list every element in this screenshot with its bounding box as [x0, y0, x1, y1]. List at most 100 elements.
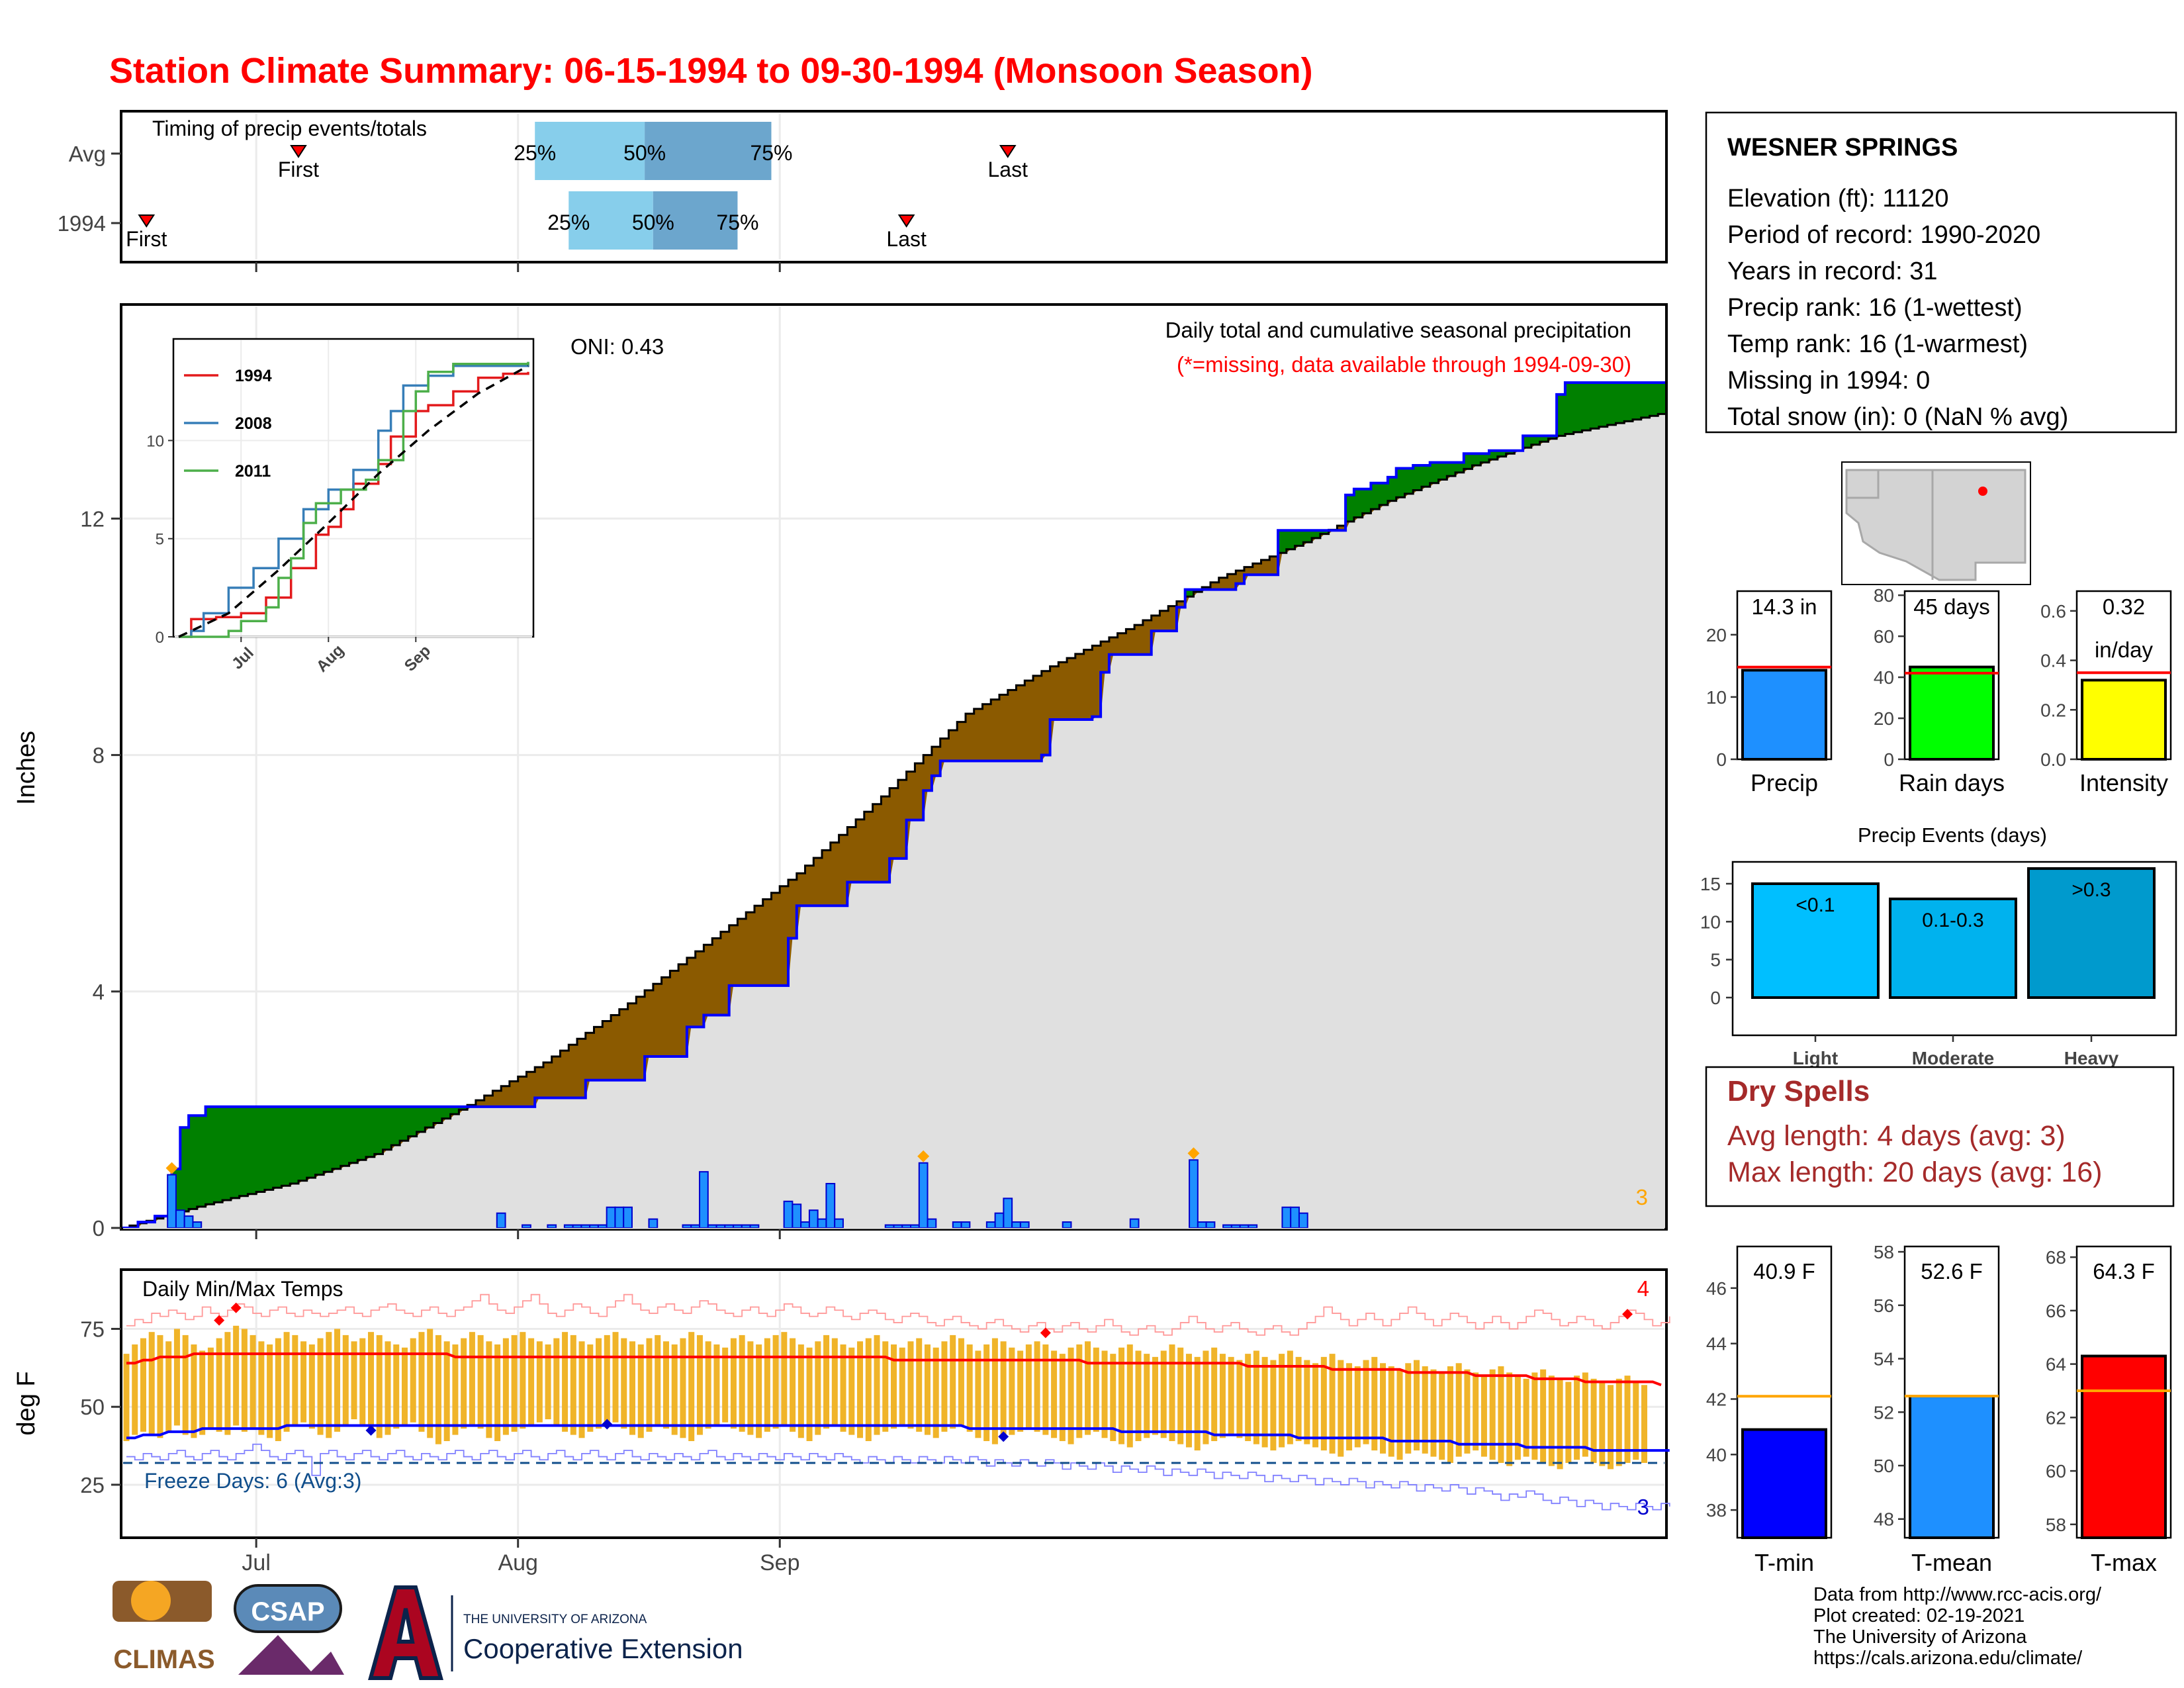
temp-daily-range-bar — [1000, 1341, 1007, 1438]
temp-daily-range-bar — [1633, 1382, 1639, 1460]
temp-daily-range-bar — [924, 1344, 931, 1435]
timing-last-marker — [999, 145, 1017, 158]
precip-daily-bar — [563, 1224, 574, 1228]
ua-block-a — [368, 1585, 443, 1680]
temp-daily-range-bar — [578, 1341, 585, 1438]
timing-last-label: Last — [886, 227, 927, 251]
temp-daily-range-bar — [1219, 1354, 1226, 1438]
temp-daily-range-bar — [1245, 1354, 1251, 1442]
temp-daily-range-bar — [975, 1350, 981, 1438]
tmax-y-tick-label: 64 — [2046, 1354, 2066, 1375]
temp-daily-range-bar — [1059, 1354, 1066, 1442]
temp-y-label: deg F — [13, 1371, 40, 1435]
station-info-line: Years in record: 31 — [1727, 258, 1938, 285]
temp-daily-range-bar — [1455, 1363, 1462, 1457]
temp-daily-range-bar — [1405, 1363, 1412, 1454]
record-high-marker — [1622, 1309, 1633, 1320]
temp-daily-range-bar — [790, 1338, 796, 1432]
temp-daily-range-bar — [655, 1335, 661, 1426]
temp-daily-range-bar — [907, 1341, 914, 1429]
tmean-y-tick-label: 52 — [1874, 1402, 1894, 1423]
intensity-value-unit: in/day — [2095, 637, 2154, 662]
temp-daily-range-bar — [461, 1338, 467, 1429]
station-info-line: Precip rank: 16 (1-wettest) — [1727, 294, 2023, 322]
temp-daily-range-bar — [688, 1332, 695, 1442]
temp-daily-range-bar — [1253, 1350, 1259, 1444]
precip-average-line — [122, 412, 1665, 1228]
temp-daily-range-bar — [207, 1347, 214, 1429]
footer-line: The University of Arizona — [1813, 1626, 2027, 1648]
temp-daily-range-bar — [1608, 1385, 1614, 1470]
temp-daily-range-bar — [452, 1344, 459, 1435]
temp-daily-range-bar — [486, 1341, 492, 1438]
precip-daily-bar — [1019, 1221, 1030, 1228]
timing-q25-label: 25% — [514, 141, 556, 165]
record-high-marker — [230, 1302, 242, 1313]
temp-daily-range-bar — [1169, 1344, 1175, 1442]
temp-daily-range-bar — [1354, 1366, 1361, 1448]
inset-legend-label: 2011 — [235, 462, 271, 481]
dry-spells-max-length: Max length: 20 days (avg: 16) — [1727, 1156, 2102, 1188]
temp-daily-range-bar — [696, 1335, 703, 1435]
temp-daily-range-bar — [713, 1344, 720, 1426]
temp-daily-range-bar — [536, 1341, 543, 1423]
temp-daily-range-bar — [840, 1344, 846, 1432]
rain_days-y-tick-label: 0 — [1884, 749, 1894, 770]
month-tick-label: Jul — [242, 1550, 270, 1575]
temp-daily-range-bar — [646, 1338, 653, 1432]
temp-daily-range-bar — [1380, 1363, 1387, 1454]
temp-daily-range-bar — [123, 1354, 130, 1442]
temp-daily-range-bar — [823, 1335, 830, 1429]
temp-daily-range-bar — [283, 1332, 290, 1432]
precip-daily-bar — [1239, 1224, 1250, 1228]
temp-daily-range-bar — [797, 1344, 804, 1438]
precip-daily-bar — [699, 1171, 709, 1228]
precip-daily-bar — [918, 1162, 929, 1228]
events-y-tick-label: 0 — [1710, 988, 1721, 1008]
temp-daily-range-bar — [815, 1341, 821, 1435]
tmean-y-tick-label: 58 — [1874, 1242, 1894, 1262]
precip-subtitle: Daily total and cumulative seasonal prec… — [1165, 318, 1631, 342]
temp-daily-range-bar — [182, 1335, 189, 1435]
temp-daily-range-bar — [604, 1335, 610, 1426]
inset-y-tick-label: 5 — [156, 531, 164, 549]
temp-daily-range-bar — [562, 1332, 569, 1432]
precip-daily-bar — [952, 1221, 962, 1228]
record-low-marker — [365, 1425, 377, 1436]
precip-daily-bar — [960, 1221, 971, 1228]
temp-daily-range-bar — [250, 1335, 256, 1429]
temp-daily-range-bar — [308, 1344, 315, 1429]
temp-daily-range-bar — [520, 1332, 526, 1429]
temp-daily-range-bar — [553, 1338, 560, 1426]
precip-daily-bar — [825, 1183, 836, 1228]
precip-plot-area — [122, 381, 1665, 1228]
precip-daily-bar — [589, 1224, 599, 1228]
tmin-y-tick-label: 42 — [1706, 1389, 1727, 1409]
timing-first-marker — [290, 145, 307, 158]
tmean-y-tick-label: 54 — [1874, 1349, 1894, 1370]
temp-daily-range-bar — [410, 1338, 416, 1423]
inset-y-tick-label: 10 — [146, 432, 164, 450]
precip-overlap-fill — [122, 414, 1665, 1228]
precip-daily-bar — [1248, 1224, 1258, 1228]
temp-daily-range-bar — [1338, 1360, 1344, 1457]
temp-daily-range-bar — [1076, 1344, 1083, 1438]
events-x-label: Heavy — [2064, 1048, 2119, 1068]
temp-daily-range-bar — [1540, 1369, 1547, 1463]
timing-bar-25-50 — [569, 191, 653, 250]
precip-panel: 0 4 8 12 Inches Daily total and cumulative … — [13, 303, 1668, 1241]
temp-daily-range-bar — [224, 1332, 231, 1435]
temp-daily-range-bar — [1363, 1360, 1369, 1444]
precip-daily-bar — [1189, 1159, 1199, 1228]
precip-daily-bar — [183, 1215, 194, 1228]
intensity-y-tick-label: 0.2 — [2040, 700, 2066, 720]
temp-daily-range-bar — [1093, 1347, 1099, 1432]
rain_days-value-bar — [1909, 665, 1995, 761]
temp-daily-range-bar — [781, 1332, 788, 1426]
temp-daily-range-bar — [1312, 1363, 1319, 1448]
temp-daily-range-bar — [662, 1341, 669, 1429]
temp-daily-range-bar — [267, 1344, 273, 1438]
temp-daily-range-bar — [983, 1344, 990, 1442]
tmin-y-tick-label: 44 — [1706, 1334, 1727, 1354]
